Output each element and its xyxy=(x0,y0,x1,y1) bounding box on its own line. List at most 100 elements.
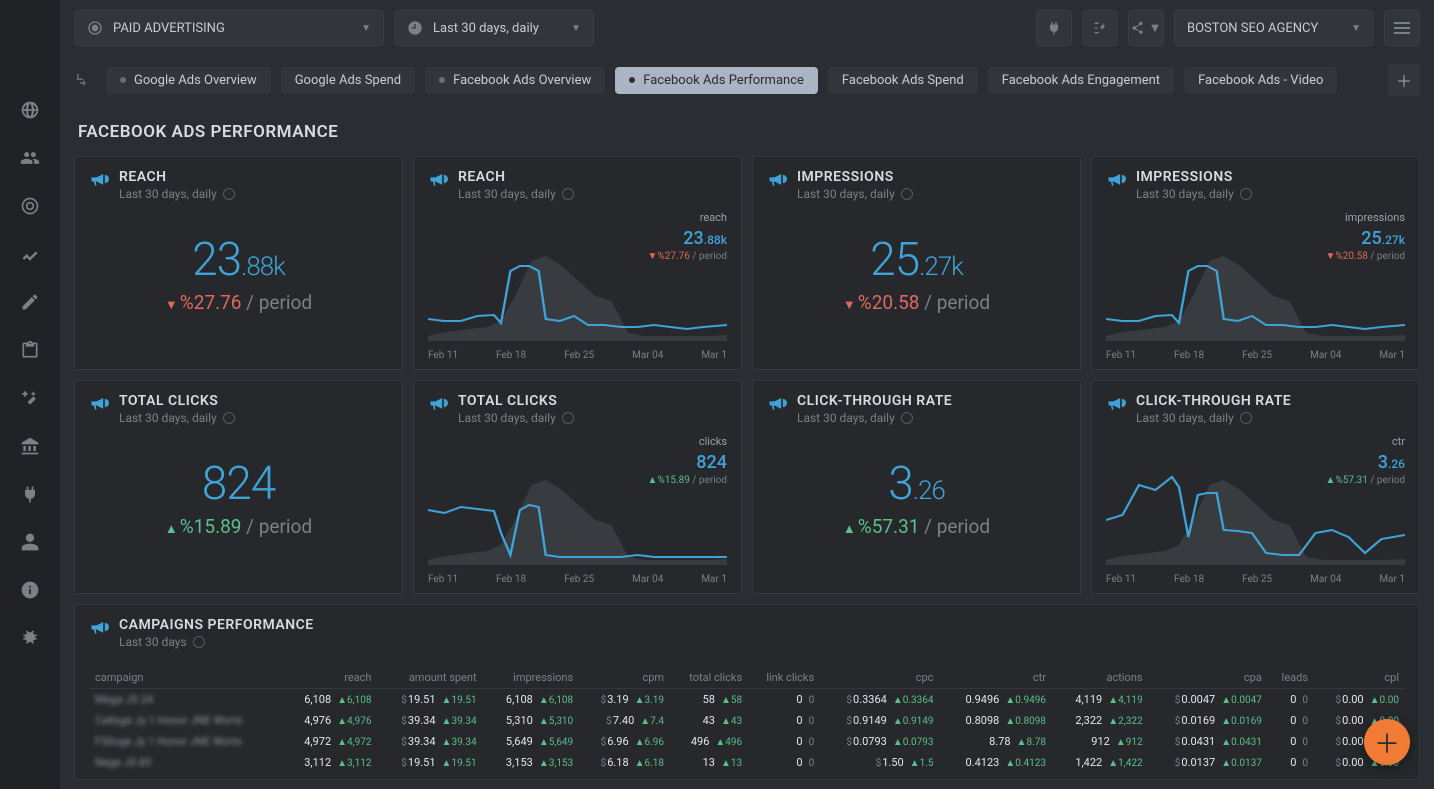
table-header[interactable]: ctr xyxy=(939,667,1052,689)
table-cell: 4,972▲4,972 xyxy=(281,731,378,752)
info-icon[interactable] xyxy=(562,412,574,424)
chart-xlabel: Feb 11 xyxy=(428,574,458,585)
chart-xlabel: Feb 25 xyxy=(1242,574,1272,585)
table-header[interactable]: actions xyxy=(1052,667,1149,689)
tabs-bar: Google Ads Overview Google Ads Spend Faceb… xyxy=(60,56,1434,104)
table-cell: 3,112▲3,112 xyxy=(281,752,378,773)
edit-icon[interactable] xyxy=(20,292,40,312)
tab-facebook-ads-engagement[interactable]: Facebook Ads Engagement xyxy=(988,67,1174,94)
info-icon[interactable] xyxy=(562,188,574,200)
table-header[interactable]: impressions xyxy=(483,667,580,689)
table-cell: 0.4123▲0.4123 xyxy=(939,752,1052,773)
add-widget-fab[interactable]: ＋ xyxy=(1364,719,1410,765)
card-title: CLICK-THROUGH RATE xyxy=(1136,393,1291,409)
subflow-icon xyxy=(74,71,92,89)
table-header[interactable]: total clicks xyxy=(670,667,748,689)
table-header[interactable]: leads xyxy=(1268,667,1314,689)
table-header[interactable]: cpl xyxy=(1314,667,1405,689)
chart-xlabel: Mar 1 xyxy=(701,574,727,585)
chart xyxy=(1106,465,1405,565)
table-cell: 43▲43 xyxy=(670,710,748,731)
tab-google-ads-spend[interactable]: Google Ads Spend xyxy=(281,67,415,94)
table-row[interactable]: Mega JS 246,108▲6,108$19.51▲19.516,108▲6… xyxy=(89,689,1405,711)
kpi-value: 25.27k xyxy=(870,233,963,287)
table-cell: 00 xyxy=(748,710,820,731)
table-header[interactable]: link clicks xyxy=(748,667,820,689)
tab-label: Facebook Ads Performance xyxy=(643,73,804,88)
tab-google-ads-overview[interactable]: Google Ads Overview xyxy=(106,67,271,94)
tab-facebook-ads-spend[interactable]: Facebook Ads Spend xyxy=(828,67,978,94)
table-row[interactable]: Calloge Jy 1 Honor JNE Worts4,976▲4,976$… xyxy=(89,710,1405,731)
table-cell: 3,153▲3,153 xyxy=(483,752,580,773)
info-icon[interactable] xyxy=(193,636,205,648)
agency-dropdown[interactable]: BOSTON SEO AGENCY ▼ xyxy=(1174,10,1374,46)
table-row[interactable]: FSlloge Jy 1 Honor JNE Worts4,972▲4,972$… xyxy=(89,731,1405,752)
table-header[interactable]: reach xyxy=(281,667,378,689)
plug-icon[interactable] xyxy=(20,484,40,504)
page-content: FACEBOOK ADS PERFORMANCE REACH Last 30 d… xyxy=(60,104,1434,789)
table-header[interactable]: amount spent xyxy=(378,667,483,689)
table-row[interactable]: Nege JS 853,112▲3,112$19.51▲19.513,153▲3… xyxy=(89,752,1405,773)
megaphone-icon xyxy=(428,393,448,413)
table-header[interactable]: campaign xyxy=(89,667,281,689)
info-icon[interactable] xyxy=(1240,188,1252,200)
chart-legend-label: impressions xyxy=(1325,211,1405,224)
tab-status-dot xyxy=(439,77,445,83)
table-cell: 2,322▲2,322 xyxy=(1052,710,1149,731)
table-cell: 00 xyxy=(1268,752,1314,773)
share-button[interactable]: ▼ xyxy=(1128,10,1164,46)
info-icon[interactable] xyxy=(1240,412,1252,424)
kpi-value: 23.88k xyxy=(192,233,285,287)
card-title: REACH xyxy=(458,169,574,185)
user-icon[interactable] xyxy=(20,532,40,552)
card-subtitle: Last 30 days, daily xyxy=(1136,187,1252,201)
table-cell: $0.3364▲0.3364 xyxy=(820,689,939,711)
category-label: PAID ADVERTISING xyxy=(113,21,225,36)
chart-xlabel: Mar 04 xyxy=(632,350,663,361)
table-cell: 4,119▲4,119 xyxy=(1052,689,1149,711)
delta-value: ▼%20.58 xyxy=(843,291,920,314)
campaigns-table: campaignreachamount spentimpressionscpmt… xyxy=(89,667,1405,773)
tab-label: Google Ads Overview xyxy=(134,73,257,88)
wand-icon[interactable] xyxy=(20,388,40,408)
megaphone-icon xyxy=(1106,169,1126,189)
chart-xlabel: Feb 18 xyxy=(1174,574,1204,585)
target-icon[interactable] xyxy=(20,196,40,216)
kpi-delta: ▼%27.76 / period xyxy=(165,291,312,314)
bank-icon[interactable] xyxy=(20,436,40,456)
table-header[interactable]: cpm xyxy=(579,667,670,689)
kpi-value: 3.26 xyxy=(888,457,945,511)
table-cell: $19.51▲19.51 xyxy=(378,752,483,773)
add-tab-button[interactable]: ＋ xyxy=(1388,64,1420,96)
daterange-dropdown[interactable]: Last 30 days, daily ▼ xyxy=(394,10,594,46)
caret-down-icon: ▼ xyxy=(361,23,371,34)
table-cell: $6.18▲6.18 xyxy=(579,752,670,773)
info-icon[interactable] xyxy=(20,580,40,600)
people-icon[interactable] xyxy=(20,148,40,168)
campaign-name: Mega JS 24 xyxy=(89,689,281,711)
alerts-button[interactable] xyxy=(1082,10,1118,46)
kpi-value: 824 xyxy=(202,457,276,511)
chart xyxy=(428,241,727,341)
table-header[interactable]: cpa xyxy=(1149,667,1268,689)
integration-button[interactable] xyxy=(1036,10,1072,46)
table-cell: $0.0793▲0.0793 xyxy=(820,731,939,752)
globe-icon[interactable] xyxy=(20,100,40,120)
table-header[interactable]: cpc xyxy=(820,667,939,689)
table-cell: 0.9496▲0.9496 xyxy=(939,689,1052,711)
chart-xaxis: Feb 11Feb 18Feb 25Mar 04Mar 1 xyxy=(1106,350,1405,361)
kpi-card: CLICK-THROUGH RATE Last 30 days, daily 3… xyxy=(752,380,1081,594)
menu-button[interactable] xyxy=(1384,10,1420,46)
category-dropdown[interactable]: PAID ADVERTISING ▼ xyxy=(74,10,384,46)
chart-xlabel: Feb 11 xyxy=(428,350,458,361)
bug-icon[interactable] xyxy=(20,628,40,648)
tab-facebook-ads-performance[interactable]: Facebook Ads Performance xyxy=(615,67,818,94)
delta-value: ▲%57.31 xyxy=(843,515,920,538)
tab-facebook-ads-video[interactable]: Facebook Ads - Video xyxy=(1184,67,1337,94)
table-cell: 1,422▲1,422 xyxy=(1052,752,1149,773)
megaphone-icon xyxy=(1106,393,1126,413)
tab-facebook-ads-overview[interactable]: Facebook Ads Overview xyxy=(425,67,605,94)
clipboard-icon[interactable] xyxy=(20,340,40,360)
analytics-icon[interactable] xyxy=(20,244,40,264)
chart-xlabel: Mar 04 xyxy=(1310,350,1341,361)
